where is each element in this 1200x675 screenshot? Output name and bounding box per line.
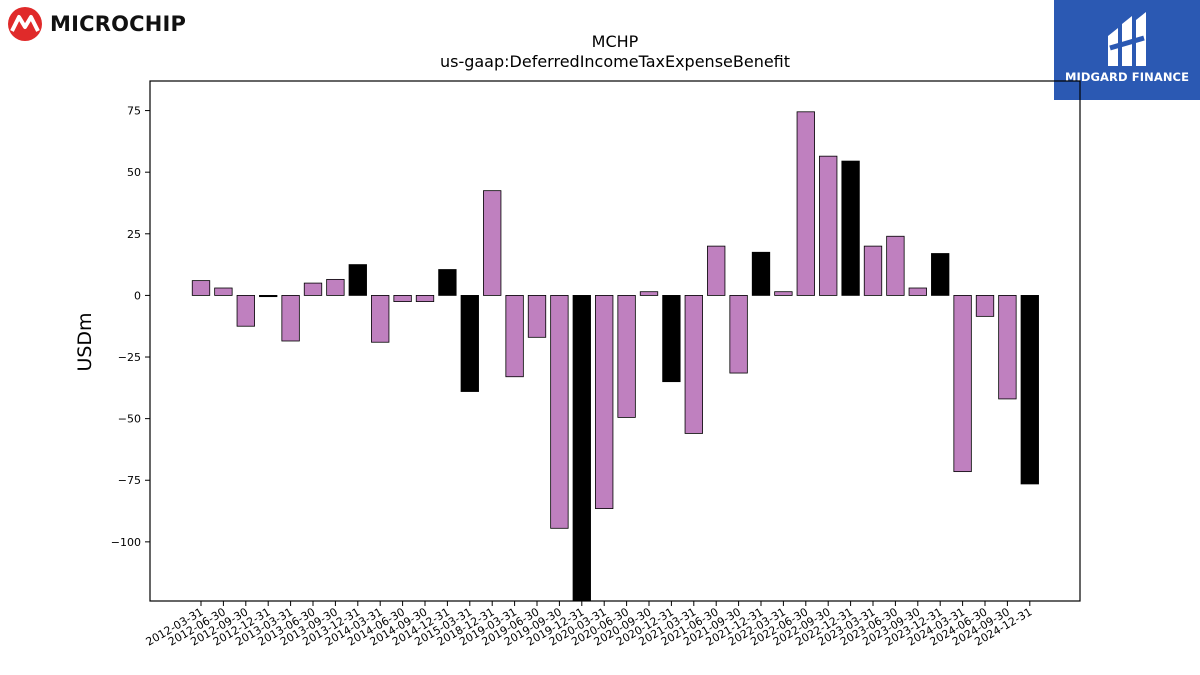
bar-2019-12-31	[572, 295, 591, 602]
brand-logo-text: MICROCHIP	[50, 12, 187, 36]
bar-2012-09-30	[236, 295, 255, 327]
y-tick-label: −25	[118, 351, 141, 364]
bar-2014-12-31	[438, 269, 457, 296]
bar-2023-12-31	[931, 253, 950, 296]
midgard-logo-icon	[1108, 12, 1146, 66]
bar-2012-06-30	[214, 287, 233, 296]
bar-2021-09-30	[729, 295, 748, 374]
y-tick-label: −100	[111, 536, 141, 549]
bar-2018-12-31	[483, 190, 502, 296]
y-axis: 75 50 25 0 −25 −50 −75 −100	[111, 105, 150, 549]
bar-2024-12-31	[1020, 295, 1039, 485]
partner-logo-text: MIDGARD FINANCE	[1064, 70, 1190, 84]
bar-2024-03-31	[953, 295, 972, 473]
bar-2024-09-30	[998, 295, 1017, 400]
bar-2021-12-31	[751, 251, 771, 296]
chart-subtitle: us-gaap:DeferredIncomeTaxExpenseBenefit	[439, 52, 791, 71]
bar-2013-12-31	[348, 264, 367, 296]
brand-logo: MICROCHIP	[6, 6, 186, 42]
bar-2012-03-31	[191, 280, 211, 296]
bar-2020-06-30	[617, 295, 636, 418]
y-tick-label: 75	[127, 105, 141, 118]
y-axis-label: USDm	[74, 312, 96, 371]
bar-2023-06-30	[886, 235, 905, 296]
bar-2014-03-31	[371, 295, 390, 343]
y-tick-label: −50	[118, 413, 141, 426]
bar-2019-06-30	[527, 295, 547, 338]
y-tick-label: 25	[127, 228, 141, 241]
x-axis: 2012-03-312012-06-302012-09-302012-12-31…	[144, 601, 1034, 649]
bar-2020-03-31	[595, 295, 614, 509]
bar-2022-06-30	[796, 111, 815, 296]
chart-title: MCHP	[591, 32, 639, 51]
bar-2021-06-30	[707, 245, 726, 296]
bar-2022-12-31	[841, 160, 860, 296]
bar-2023-03-31	[863, 245, 883, 296]
bar-2019-03-31	[505, 295, 524, 378]
bar-2013-03-31	[281, 295, 300, 342]
y-tick-label: 0	[134, 289, 141, 302]
y-tick-label: 50	[127, 166, 141, 179]
bar-2020-09-30	[639, 291, 659, 296]
bar-2019-09-30	[550, 295, 569, 529]
microchip-logo-icon	[8, 7, 42, 41]
bar-2013-06-30	[303, 282, 323, 296]
bar-2022-03-31	[774, 291, 793, 296]
bar-2014-09-30	[415, 295, 435, 302]
bar-2013-09-30	[326, 278, 345, 296]
bar-2022-09-30	[819, 155, 838, 296]
bar-2021-03-31	[684, 295, 703, 434]
plot-frame	[149, 80, 1081, 602]
partner-logo: MIDGARD FINANCE	[1054, 0, 1200, 100]
bar-2014-06-30	[393, 295, 412, 302]
bar-2015-03-31	[460, 295, 479, 392]
bars-layer	[191, 111, 1039, 602]
bar-2023-09-30	[908, 287, 927, 296]
bar-2012-12-31	[259, 295, 278, 298]
y-tick-label: −75	[118, 474, 141, 487]
bar-2020-12-31	[662, 295, 681, 383]
bar-2024-06-30	[975, 295, 995, 317]
